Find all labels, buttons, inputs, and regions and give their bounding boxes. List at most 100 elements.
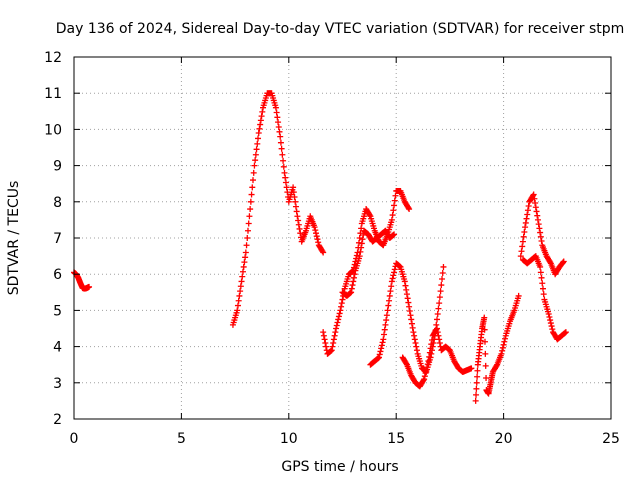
data-point [529,192,536,199]
data-point [408,316,415,323]
data-point [235,297,242,304]
data-point [293,208,300,215]
data-point [435,305,442,312]
data-point [434,316,441,323]
data-point [406,308,413,315]
data-point [376,351,383,358]
y-tick-label: 12 [44,50,62,66]
data-point [242,249,249,256]
data-point [390,207,397,214]
data-point [323,343,330,350]
data-point [332,329,339,336]
y-tick-label: 6 [53,267,62,283]
data-point [481,314,488,321]
data-point [472,397,479,404]
data-point [434,325,441,332]
data-point [502,335,509,342]
data-point [237,283,244,290]
data-point [377,348,384,355]
x-axis-ticks: 0 5 10 15 20 25 [70,57,620,447]
data-point [406,206,413,213]
data-point [239,268,246,275]
data-point [348,285,355,292]
data-point [380,336,387,343]
y-tick-label: 7 [53,231,62,247]
data-point [473,385,480,392]
data-point [536,225,543,232]
data-point [248,191,255,198]
data-point [391,266,398,273]
data-point [389,275,396,282]
data-point [482,350,489,357]
data-point [378,345,385,352]
data-point [382,321,389,328]
x-tick-label: 25 [602,431,620,447]
data-point [282,174,289,181]
data-point [539,285,546,292]
data-point [426,353,433,360]
data-point [322,339,329,346]
data-points [71,90,569,404]
data-point [481,338,488,345]
data-point [358,240,365,247]
data-point [474,373,481,380]
data-point [276,128,283,135]
data-point [525,203,532,210]
data-point [350,274,357,281]
data-point [499,344,506,351]
data-point [546,314,553,321]
data-point [275,119,282,126]
data-point [381,326,388,333]
data-point [547,320,554,327]
x-axis-label: GPS time / hours [281,459,398,475]
data-point [255,130,262,137]
data-point [436,336,443,343]
series-seg-d [339,227,398,299]
y-tick-label: 9 [53,159,62,175]
data-point [280,163,287,170]
data-point [403,286,410,293]
data-point [403,360,410,367]
data-point [283,184,290,191]
data-point [259,108,266,115]
data-point [481,326,488,333]
x-tick-label: 20 [495,431,513,447]
data-point [247,198,254,205]
data-point [407,312,414,319]
data-point [334,319,341,326]
data-point [438,282,445,289]
data-point [547,259,554,266]
data-point [403,291,410,298]
data-point [273,109,280,116]
y-tick-label: 5 [53,303,62,319]
series-seg-a [71,269,93,292]
x-tick-label: 0 [70,431,79,447]
data-point [234,302,241,309]
data-point [532,204,539,211]
data-point [519,238,526,245]
data-point [350,278,357,285]
data-point [405,299,412,306]
data-point [411,336,418,343]
data-point [388,283,395,290]
data-point [405,204,412,211]
data-point [391,269,398,276]
data-point [389,212,396,219]
data-point [290,184,297,191]
series-seg-b [229,90,327,328]
data-point [386,297,393,304]
data-point [294,213,301,220]
data-point [366,212,373,219]
data-point [384,307,391,314]
data-point [420,377,427,384]
data-point [519,243,526,250]
data-point [473,391,480,398]
data-point [531,195,538,202]
data-point [501,338,508,345]
data-point [518,248,525,255]
data-point [244,227,251,234]
data-point [243,242,250,249]
data-point [313,230,320,237]
data-point [391,231,398,238]
data-point [520,233,527,240]
